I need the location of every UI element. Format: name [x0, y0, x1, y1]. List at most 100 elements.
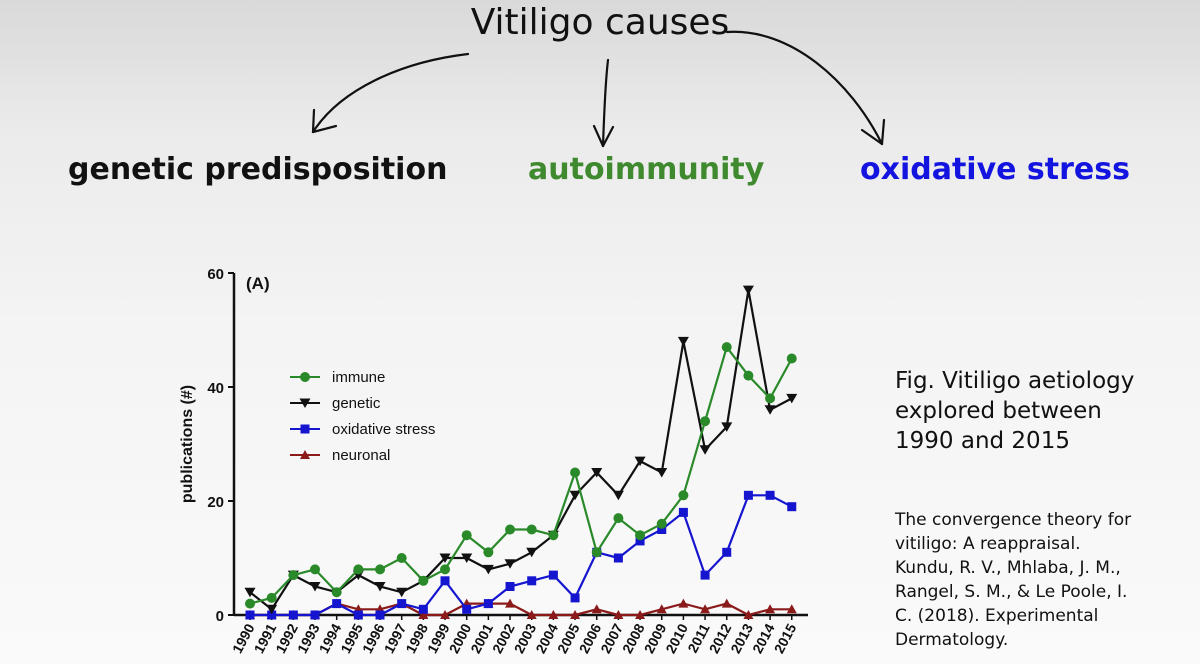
data-point-oxidative-stress: [332, 599, 342, 609]
data-point-immune: [505, 524, 516, 535]
data-point-neuronal: [591, 604, 602, 614]
legend-label: neuronal: [332, 447, 390, 464]
data-point-neuronal: [635, 610, 646, 619]
data-point-genetic: [439, 553, 451, 563]
legend-marker: [300, 424, 310, 434]
data-point-immune: [461, 530, 472, 541]
legend-entry-immune: immune: [290, 369, 385, 386]
series-immune: [245, 342, 797, 609]
data-point-oxidative-stress: [635, 536, 645, 546]
data-point-oxidative-stress: [310, 610, 320, 620]
data-point-oxidative-stress: [743, 490, 753, 500]
data-point-genetic: [266, 604, 278, 615]
legend-marker: [299, 398, 311, 408]
data-point-immune: [786, 353, 797, 364]
data-point-oxidative-stress: [505, 582, 515, 591]
data-point-oxidative-stress: [397, 599, 407, 609]
y-tick-label: 60: [207, 266, 224, 283]
data-point-neuronal: [613, 610, 624, 619]
data-point-immune: [266, 592, 277, 603]
citation-line: The convergence theory for: [895, 510, 1132, 530]
data-point-immune: [613, 513, 624, 524]
data-point-neuronal: [526, 610, 537, 619]
citation: The convergence theory for vitiligo: A r…: [895, 508, 1131, 652]
data-point-immune: [440, 564, 451, 575]
data-point-genetic: [374, 582, 386, 592]
citation-line: vitiligo: A reappraisal.: [895, 534, 1081, 554]
legend-label: immune: [332, 369, 385, 386]
data-point-genetic: [482, 564, 494, 575]
data-point-oxidative-stress: [375, 610, 385, 620]
data-point-oxidative-stress: [483, 599, 493, 609]
data-point-oxidative-stress: [418, 604, 428, 614]
data-point-neuronal: [678, 598, 689, 608]
data-point-genetic: [526, 547, 538, 558]
data-point-genetic: [504, 559, 516, 569]
data-point-immune: [591, 547, 602, 558]
data-point-immune: [678, 490, 689, 501]
data-point-genetic: [764, 405, 776, 415]
data-point-oxidative-stress: [462, 604, 472, 614]
series-line-immune: [249, 344, 793, 605]
citation-line: Kundu, R. V., Mhlaba, J. M.,: [895, 558, 1121, 578]
arrow-to-oxidative-icon: [725, 30, 886, 146]
figure-caption: Fig. Vitiligo aetiology explored between…: [895, 366, 1134, 456]
data-point-immune: [526, 524, 537, 535]
citation-line: Dermatology.: [895, 630, 1009, 650]
y-tick-label: 0: [216, 608, 224, 625]
data-point-neuronal: [440, 610, 451, 619]
legend-entry-oxidative-stress: oxidative stress: [290, 421, 435, 438]
data-point-neuronal: [765, 604, 776, 614]
y-tick-label: 40: [207, 380, 224, 397]
panel-label: (A): [246, 274, 270, 293]
data-point-genetic: [309, 582, 321, 592]
data-point-genetic: [699, 445, 711, 455]
data-point-genetic: [396, 587, 408, 598]
series-oxidative-stress: [245, 490, 797, 620]
data-point-neuronal: [700, 604, 711, 614]
data-point-oxidative-stress: [288, 610, 298, 620]
data-point-oxidative-stress: [548, 570, 558, 580]
data-point-oxidative-stress: [245, 610, 255, 620]
data-point-immune: [570, 467, 581, 478]
data-point-neuronal: [656, 604, 667, 614]
caption-line: Fig. Vitiligo aetiology: [895, 368, 1135, 394]
data-point-neuronal: [786, 604, 797, 614]
data-point-genetic: [786, 393, 798, 404]
data-point-genetic: [677, 336, 689, 347]
data-point-oxidative-stress: [613, 553, 623, 563]
legend-entry-genetic: genetic: [290, 395, 381, 412]
cause-genetic-predisposition: genetic predisposition: [68, 152, 448, 187]
data-point-oxidative-stress: [787, 502, 797, 512]
data-point-genetic: [656, 468, 668, 478]
citation-line: C. (2018). Experimental: [895, 606, 1099, 626]
caption-line: explored between: [895, 398, 1102, 424]
x-tick-label: 2015: [771, 621, 800, 656]
data-point-neuronal: [418, 610, 429, 619]
legend-label: oxidative stress: [332, 421, 435, 438]
y-tick-label: 20: [207, 494, 224, 511]
data-point-oxidative-stress: [678, 507, 688, 517]
series-line-oxidative-stress: [250, 494, 793, 617]
data-point-oxidative-stress: [570, 593, 580, 603]
data-point-immune: [245, 598, 255, 609]
data-point-immune: [483, 547, 494, 558]
data-point-oxidative-stress: [657, 525, 667, 534]
slide-title: Vitiligo causes: [470, 2, 730, 43]
data-point-immune: [700, 416, 711, 427]
data-point-immune: [548, 530, 559, 541]
data-point-immune: [418, 575, 429, 586]
data-point-oxidative-stress: [722, 547, 732, 557]
data-point-genetic: [591, 468, 603, 478]
data-point-oxidative-stress: [440, 576, 450, 586]
data-point-neuronal: [743, 610, 754, 619]
data-point-immune: [765, 393, 776, 404]
data-point-oxidative-stress: [700, 570, 710, 580]
arrow-to-genetic-icon: [311, 52, 470, 134]
data-point-neuronal: [570, 610, 581, 619]
y-axis-label: publications (#): [179, 385, 196, 503]
data-point-neuronal: [548, 610, 559, 619]
data-point-genetic: [244, 587, 256, 598]
